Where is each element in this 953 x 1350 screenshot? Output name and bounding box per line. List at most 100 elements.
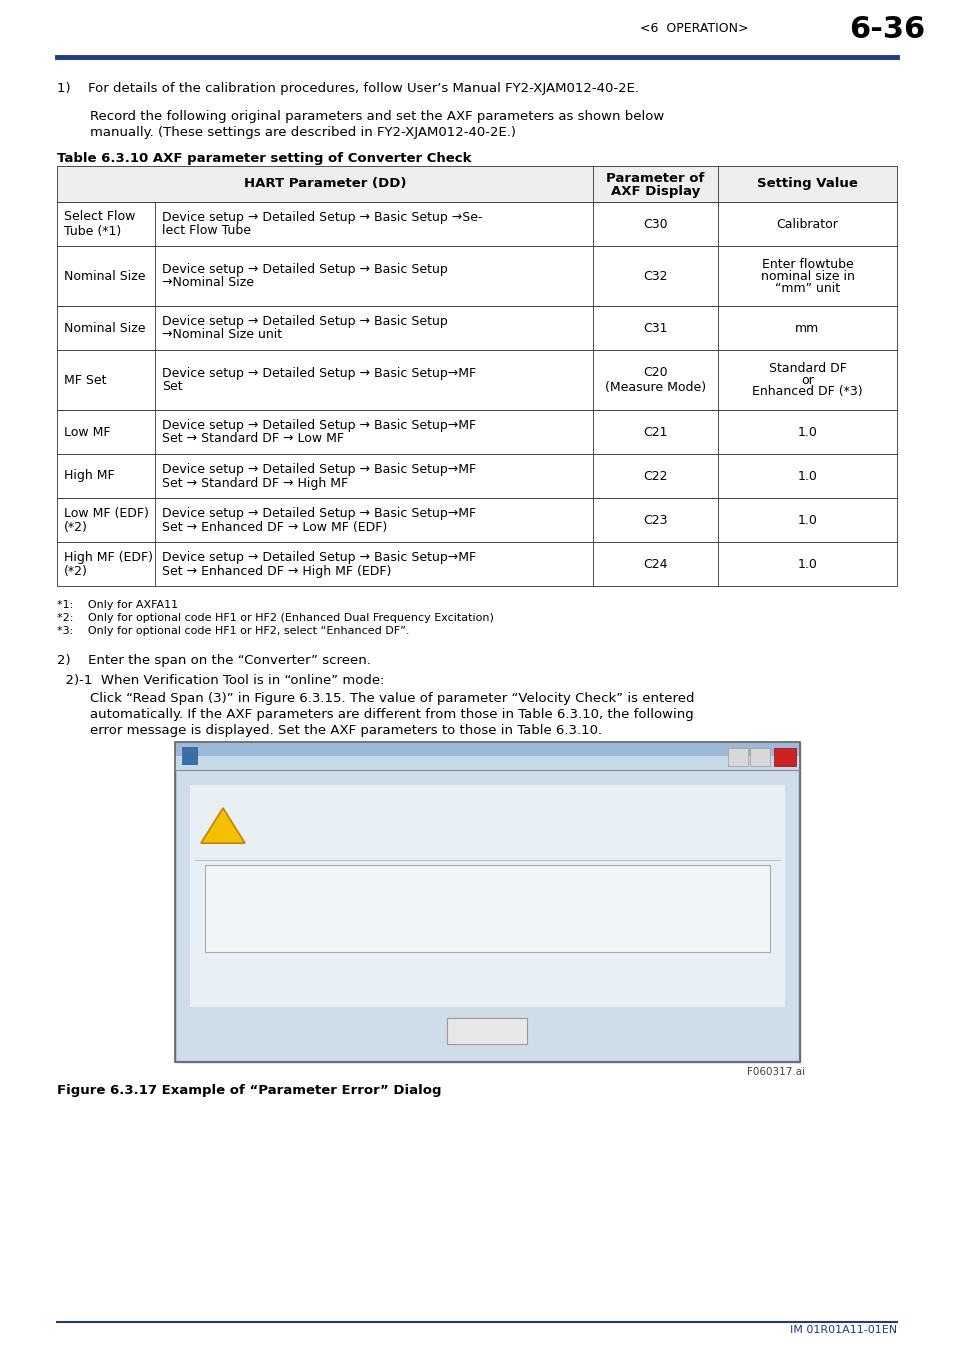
Bar — [182, 747, 198, 765]
Text: C22: C22 — [642, 470, 667, 482]
Text: Calibrator: Calibrator — [776, 217, 838, 231]
Text: C21: C21 — [642, 425, 667, 439]
Text: (*2): (*2) — [64, 564, 88, 578]
Polygon shape — [201, 809, 245, 844]
Text: 1.0: 1.0 — [797, 425, 817, 439]
Text: (*2): (*2) — [64, 521, 88, 533]
Text: C20: C20 — [642, 366, 667, 379]
Bar — [174, 743, 800, 1062]
Text: Set → Standard DF → Low MF: Set → Standard DF → Low MF — [162, 432, 344, 446]
Text: Nominal Size: Nominal Size — [64, 321, 146, 335]
Bar — [57, 454, 896, 498]
Text: Select Flow: Select Flow — [64, 211, 135, 224]
Text: !: ! — [219, 819, 227, 837]
Bar — [57, 202, 896, 246]
Text: Device setup → Detailed Setup → Basic Setup: Device setup → Detailed Setup → Basic Se… — [162, 262, 447, 275]
Text: Parameter of: Parameter of — [606, 173, 704, 185]
Text: <6  OPERATION>: <6 OPERATION> — [639, 22, 748, 35]
Text: Device setup → Detailed Setup → Basic Setup→MF: Device setup → Detailed Setup → Basic Se… — [162, 418, 476, 432]
Text: Low MF (EDF): Low MF (EDF) — [64, 506, 149, 520]
Text: Device setup → Detailed Setup → Basic Setup →Se-: Device setup → Detailed Setup → Basic Se… — [162, 211, 482, 224]
Text: High MF(C22): 1.0000: High MF(C22): 1.0000 — [213, 910, 350, 923]
Text: C31: C31 — [642, 321, 667, 335]
Text: or: or — [801, 374, 813, 386]
Bar — [447, 1018, 527, 1044]
Text: (Measure Mode): (Measure Mode) — [604, 381, 705, 393]
Text: IM 01R01A11-01EN: IM 01R01A11-01EN — [789, 1324, 896, 1335]
Text: High MF (EDF): High MF (EDF) — [64, 551, 152, 563]
Text: Device setup → Detailed Setup → Basic Setup→MF: Device setup → Detailed Setup → Basic Se… — [162, 506, 476, 520]
Text: C30: C30 — [642, 217, 667, 231]
Bar — [57, 166, 896, 202]
Text: OK: OK — [477, 1025, 497, 1038]
Text: Click “Read Span (3)” in Figure 6.3.15. The value of parameter “Velocity Check” : Click “Read Span (3)” in Figure 6.3.15. … — [90, 693, 694, 705]
Text: Device setup → Detailed Setup → Basic Setup→MF: Device setup → Detailed Setup → Basic Se… — [162, 463, 476, 475]
Text: lect Flow Tube: lect Flow Tube — [162, 224, 251, 238]
Text: x: x — [781, 752, 788, 761]
Text: *2:  Only for optional code HF1 or HF2 (Enhanced Dual Frequency Excitation): *2: Only for optional code HF1 or HF2 (E… — [57, 613, 494, 622]
Text: 1.0: 1.0 — [797, 558, 817, 571]
Bar — [174, 743, 800, 770]
Text: Setting Value: Setting Value — [757, 177, 857, 189]
Bar — [57, 498, 896, 541]
Text: 2)-1  When Verification Tool is in “online” mode:: 2)-1 When Verification Tool is in “onlin… — [57, 674, 384, 687]
Text: Set → Standard DF → High MF: Set → Standard DF → High MF — [162, 477, 348, 490]
Text: Low MF: Low MF — [64, 425, 111, 439]
Text: F060317.ai: F060317.ai — [746, 1066, 804, 1077]
Text: Enter flowtube: Enter flowtube — [760, 258, 853, 270]
Text: →Nominal Size unit: →Nominal Size unit — [162, 328, 282, 342]
Text: automatically. If the AXF parameters are different from those in Table 6.3.10, t: automatically. If the AXF parameters are… — [90, 707, 693, 721]
Text: Set → Enhanced DF → Low MF (EDF): Set → Enhanced DF → Low MF (EDF) — [162, 521, 387, 533]
Text: C32: C32 — [642, 270, 667, 282]
Text: Record the following original parameters and set the AXF parameters as shown bel: Record the following original parameters… — [90, 109, 663, 123]
Text: Figure 6.3.17 Example of “Parameter Error” Dialog: Figure 6.3.17 Example of “Parameter Erro… — [57, 1084, 441, 1098]
Text: Nominal Size: Nominal Size — [64, 270, 146, 282]
Bar — [174, 743, 800, 1062]
Text: nominal size in: nominal size in — [760, 270, 854, 282]
Text: Select Flow Tube(C30): Calibrator: Select Flow Tube(C30): Calibrator — [213, 878, 422, 891]
Bar — [773, 748, 795, 765]
Text: HART Parameter (DD): HART Parameter (DD) — [244, 177, 406, 189]
Bar — [190, 784, 784, 1007]
Text: *3:  Only for optional code HF1 or HF2, select “Enhanced DF”.: *3: Only for optional code HF1 or HF2, s… — [57, 626, 409, 636]
Text: Set → Enhanced DF → High MF (EDF): Set → Enhanced DF → High MF (EDF) — [162, 564, 391, 578]
Bar — [174, 756, 800, 770]
Text: C23: C23 — [642, 513, 667, 526]
Text: High MF: High MF — [64, 470, 114, 482]
Text: Low MF(C21): 1.0000: Low MF(C21): 1.0000 — [213, 894, 346, 907]
Text: Table 6.3.10 AXF parameter setting of Converter Check: Table 6.3.10 AXF parameter setting of Co… — [57, 153, 471, 165]
Text: Device setup → Detailed Setup → Basic Setup: Device setup → Detailed Setup → Basic Se… — [162, 315, 447, 328]
Bar — [177, 769, 797, 1060]
Bar — [205, 865, 769, 952]
Bar — [57, 246, 896, 306]
Text: Nominal Size Unit(C31): mm: Nominal Size Unit(C31): mm — [213, 926, 390, 940]
Bar — [57, 410, 896, 454]
Text: 2)  Enter the span on the “Converter” screen.: 2) Enter the span on the “Converter” scr… — [57, 653, 371, 667]
Text: Change the following Parameters before wiring AXF to the AM012: Change the following Parameters before w… — [252, 817, 690, 829]
Bar — [57, 350, 896, 410]
Text: Device setup → Detailed Setup → Basic Setup→MF: Device setup → Detailed Setup → Basic Se… — [162, 366, 476, 379]
Text: error message is displayed. Set the AXF parameters to those in Table 6.3.10.: error message is displayed. Set the AXF … — [90, 724, 601, 737]
Text: 1)  For details of the calibration procedures, follow User’s Manual FY2-XJAM012-: 1) For details of the calibration proced… — [57, 82, 639, 94]
Text: manually. (These settings are described in FY2-XJAM012-40-2E.): manually. (These settings are described … — [90, 126, 516, 139]
Text: Tube (*1): Tube (*1) — [64, 224, 121, 238]
Text: *1:  Only for AXFA11: *1: Only for AXFA11 — [57, 599, 178, 610]
Text: Enhanced DF (*3): Enhanced DF (*3) — [751, 386, 862, 398]
Text: AXF Display: AXF Display — [610, 185, 700, 197]
Bar — [57, 541, 896, 586]
Text: “mm” unit: “mm” unit — [774, 282, 840, 294]
Text: AXF Verification Tool: AXF Verification Tool — [202, 749, 337, 763]
Text: →Nominal Size: →Nominal Size — [162, 277, 253, 289]
Text: 1.0: 1.0 — [797, 513, 817, 526]
Text: 6-36: 6-36 — [848, 15, 924, 45]
Bar — [57, 306, 896, 350]
Text: C24: C24 — [642, 558, 667, 571]
Text: Set: Set — [162, 381, 182, 393]
Bar — [727, 748, 747, 765]
Text: mm: mm — [795, 321, 819, 335]
Text: Device setup → Detailed Setup → Basic Setup→MF: Device setup → Detailed Setup → Basic Se… — [162, 551, 476, 563]
Text: MF Set: MF Set — [64, 374, 107, 386]
Text: Standard DF: Standard DF — [768, 362, 845, 374]
Text: 1.0: 1.0 — [797, 470, 817, 482]
Bar — [749, 748, 769, 765]
